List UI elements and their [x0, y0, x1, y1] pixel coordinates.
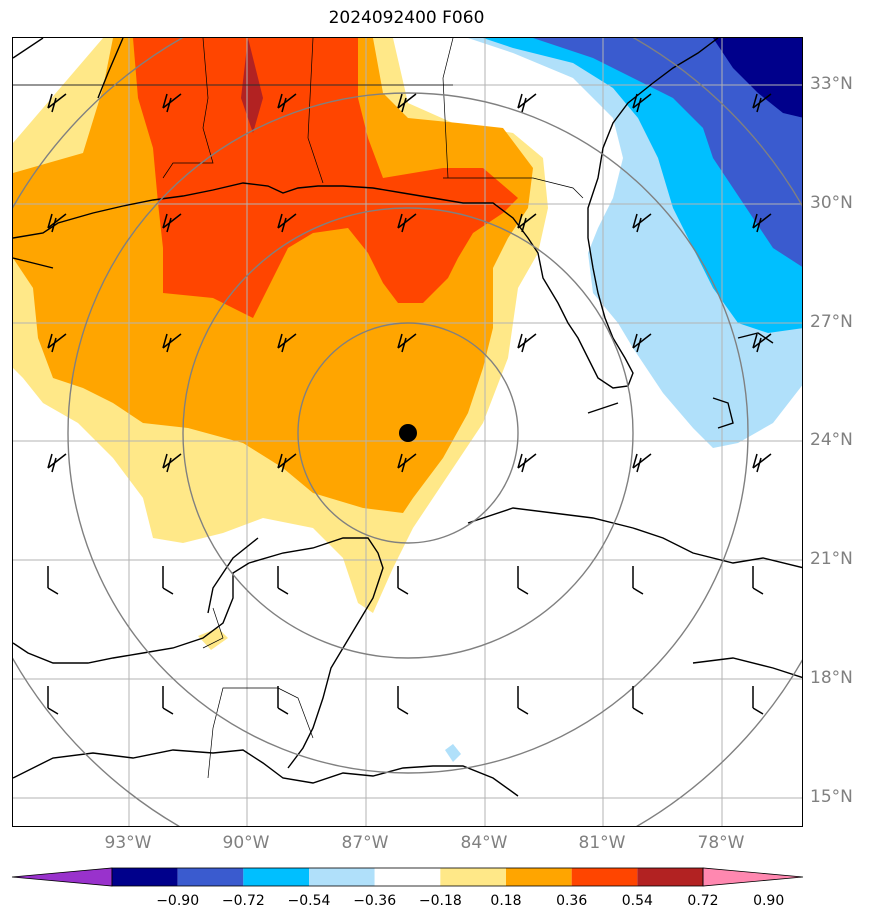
coastlines — [13, 38, 802, 797]
colorbar-tick-label: 0.54 — [621, 893, 653, 909]
colorbar-segment — [637, 868, 703, 886]
wind-barb — [752, 453, 772, 473]
wind-barb — [752, 686, 764, 715]
colorbar-segment — [309, 868, 375, 886]
wind-barb — [277, 453, 297, 473]
wind-barb — [752, 93, 772, 113]
wind-barb — [517, 213, 537, 233]
wind-barb — [277, 566, 289, 595]
colorbar-segment — [243, 868, 309, 886]
lon-label-93w: 93°W — [104, 833, 152, 853]
field-light-yellow-patch — [198, 628, 228, 650]
wind-barb — [517, 453, 537, 473]
wind-barb — [162, 333, 182, 353]
lon-label-78w: 78°W — [697, 833, 745, 853]
colorbar-extend-low — [11, 867, 113, 887]
wind-barb — [752, 333, 772, 353]
wind-barb — [277, 213, 297, 233]
borders — [13, 38, 584, 779]
wind-barb — [752, 566, 764, 595]
wind-barb — [162, 93, 182, 113]
lat-label-24n: 24°N — [810, 430, 853, 450]
wind-barb — [517, 333, 537, 353]
wind-barb — [47, 453, 67, 473]
colorbar-segment — [112, 868, 178, 886]
wind-barb — [632, 686, 644, 715]
wind-barb — [277, 93, 297, 113]
colorbar-tick-label: 0.36 — [556, 893, 588, 909]
colorbar-segment — [440, 868, 506, 886]
field-navy — [713, 38, 802, 118]
map-canvas — [13, 38, 802, 826]
wind-barb — [632, 333, 652, 353]
lat-label-30n: 30°N — [810, 193, 853, 213]
colorbar-segment — [177, 868, 244, 886]
wind-barb — [47, 213, 67, 233]
lat-label-27n: 27°N — [810, 312, 853, 332]
wind-barb — [47, 333, 67, 353]
lat-label-18n: 18°N — [810, 668, 853, 688]
wind-barb — [632, 566, 644, 595]
wind-barb — [517, 566, 529, 595]
range-rings — [13, 38, 802, 826]
lat-label-15n: 15°N — [810, 787, 853, 807]
colorbar-tick-label: 0.90 — [753, 893, 785, 909]
field-red-orange — [133, 38, 518, 318]
wind-barb — [47, 93, 67, 113]
wind-barb — [632, 93, 652, 113]
wind-barb — [277, 686, 289, 715]
wind-barb — [397, 93, 417, 113]
storm-center-marker — [399, 424, 417, 442]
lon-label-87w: 87°W — [341, 833, 389, 853]
colorbar-tick-label: 0.72 — [687, 893, 719, 909]
wind-barb — [47, 686, 59, 715]
colorbar-tick-label: 0.18 — [490, 893, 522, 909]
colorbar-tick-label: −0.90 — [156, 893, 200, 909]
wind-barb — [397, 686, 409, 715]
wind-barbs — [47, 93, 772, 715]
wind-barb — [397, 566, 409, 595]
field-light-blue-spot — [445, 744, 461, 762]
colorbar-tick-label: −0.18 — [418, 893, 462, 909]
colorbar-segment — [374, 868, 441, 886]
wind-barb — [752, 213, 772, 233]
colorbar-segment — [506, 868, 572, 886]
wind-barb — [517, 93, 537, 113]
wind-barb — [397, 453, 417, 473]
colorbar-extend-high — [702, 867, 804, 887]
field-medium-blue — [533, 38, 802, 267]
map-panel — [12, 37, 803, 827]
wind-barb — [632, 213, 652, 233]
colorbar — [11, 867, 804, 887]
plot-title: 2024092400 F060 — [328, 8, 485, 28]
lat-label-33n: 33°N — [810, 74, 853, 94]
anomaly-fill — [13, 38, 802, 762]
lon-label-81w: 81°W — [578, 833, 626, 853]
wind-barb — [397, 213, 417, 233]
colorbar-segment — [571, 868, 638, 886]
wind-barb — [162, 686, 174, 715]
lon-label-90w: 90°W — [222, 833, 270, 853]
wind-barb — [162, 213, 182, 233]
wind-barb — [397, 333, 417, 353]
wind-barb — [277, 333, 297, 353]
colorbar-tick-label: −0.36 — [353, 893, 397, 909]
colorbar-tick-label: −0.72 — [221, 893, 265, 909]
wind-barb — [47, 566, 59, 595]
lon-label-84w: 84°W — [460, 833, 508, 853]
lat-label-21n: 21°N — [810, 549, 853, 569]
colorbar-tick-label: −0.54 — [287, 893, 331, 909]
wind-barb — [162, 566, 174, 595]
colorbar-frame — [111, 867, 704, 887]
wind-barb — [517, 686, 529, 715]
wind-barb — [632, 453, 652, 473]
wind-barb — [162, 453, 182, 473]
